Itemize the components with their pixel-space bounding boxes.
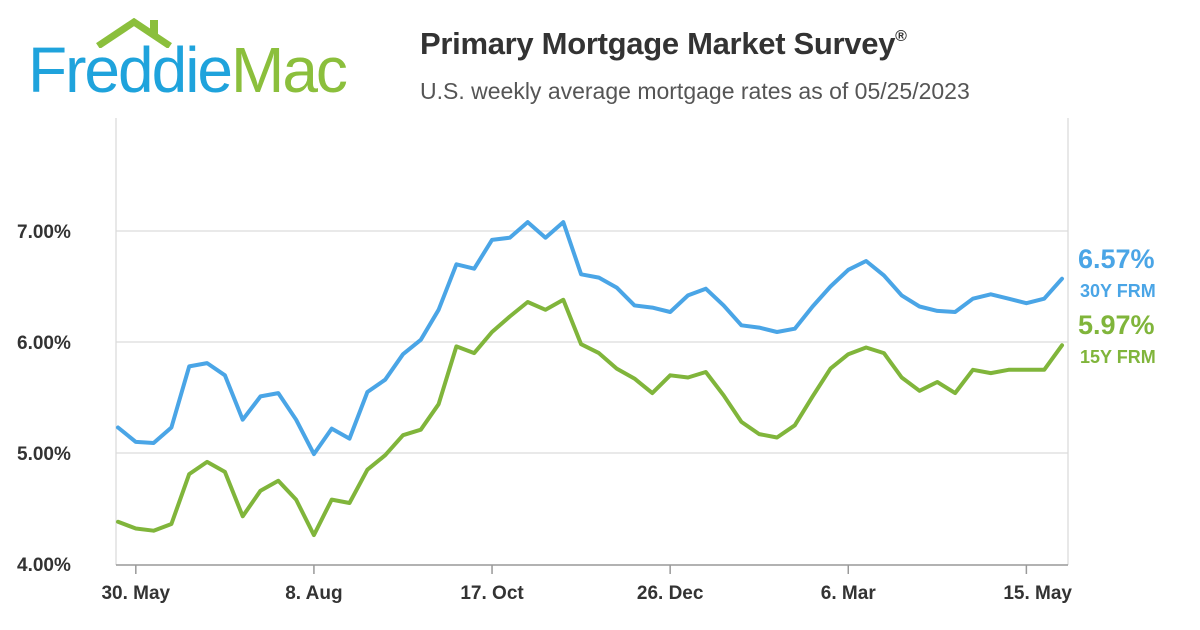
freddie-mac-logo: FreddieMac bbox=[28, 18, 380, 104]
series-15y-line bbox=[116, 297, 1064, 538]
series-30y-line bbox=[116, 220, 1064, 457]
chart-title: Primary Mortgage Market Survey® bbox=[420, 26, 907, 62]
logo-wordmark: FreddieMac bbox=[28, 38, 348, 102]
y-axis-ticks: 4.00% 5.00% 6.00% 7.00% bbox=[17, 222, 71, 576]
x-tick-label: 17. Oct bbox=[460, 583, 524, 604]
x-axis-ticks: 30. May 8. Aug 17. Oct 26. Dec 6. Mar 15. May bbox=[101, 565, 1072, 604]
y-gridlines bbox=[116, 230, 1068, 454]
series-lines bbox=[116, 220, 1064, 538]
series-15y-end-value: 5.97% bbox=[1078, 310, 1155, 341]
x-tick-label: 15. May bbox=[1003, 583, 1072, 604]
y-tick-label: 4.00% bbox=[17, 555, 71, 576]
x-tick-label: 8. Aug bbox=[285, 583, 342, 604]
y-tick-label: 5.00% bbox=[17, 444, 71, 465]
registered-mark: ® bbox=[895, 28, 907, 45]
chart-title-text: Primary Mortgage Market Survey bbox=[420, 26, 896, 61]
series-30y-name: 30Y FRM bbox=[1080, 280, 1156, 301]
y-tick-label: 7.00% bbox=[17, 222, 71, 243]
y-tick-label: 6.00% bbox=[17, 333, 71, 354]
house-roof-icon bbox=[96, 18, 172, 48]
chart-subtitle: U.S. weekly average mortgage rates as of… bbox=[420, 78, 970, 104]
x-tick-label: 26. Dec bbox=[637, 583, 704, 604]
logo-word-mac: Mac bbox=[231, 34, 348, 106]
x-tick-label: 30. May bbox=[101, 583, 170, 604]
series-30y-end-value: 6.57% bbox=[1078, 243, 1155, 274]
logo-word-freddie: Freddie bbox=[28, 34, 233, 106]
series-15y-name: 15Y FRM bbox=[1080, 347, 1156, 368]
x-tick-label: 6. Mar bbox=[821, 583, 877, 604]
